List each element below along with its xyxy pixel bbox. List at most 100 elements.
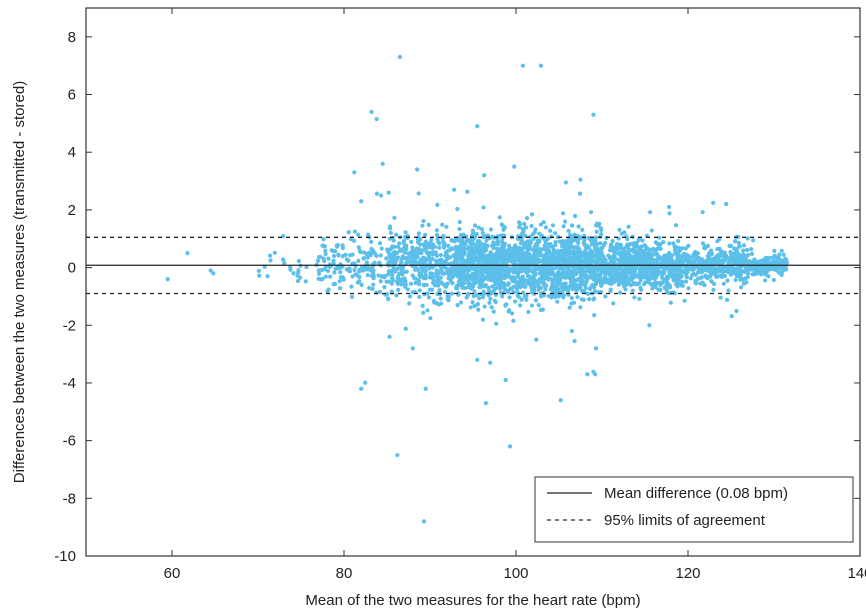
data-point	[464, 295, 469, 300]
data-point	[628, 271, 633, 276]
data-point	[378, 193, 384, 198]
data-point	[408, 250, 413, 255]
data-point	[446, 298, 451, 303]
data-point	[518, 250, 523, 255]
data-point	[474, 231, 479, 237]
data-point	[488, 296, 493, 301]
data-point	[718, 295, 723, 300]
data-point	[749, 251, 755, 256]
data-point	[586, 245, 591, 250]
data-point	[591, 112, 596, 117]
data-point	[461, 271, 466, 277]
data-point	[455, 303, 460, 308]
data-point	[521, 290, 526, 295]
data-point	[435, 282, 440, 287]
data-point	[553, 292, 558, 297]
data-point	[741, 248, 746, 253]
data-point	[622, 230, 627, 235]
data-point	[338, 270, 343, 275]
data-point	[545, 257, 550, 263]
data-point	[532, 268, 537, 274]
data-point	[386, 296, 391, 302]
data-point	[622, 261, 627, 266]
data-point	[626, 224, 631, 229]
x-axis-ticks: 60 80 100 120 140	[164, 8, 866, 582]
data-point	[699, 275, 704, 280]
data-point	[449, 246, 454, 252]
data-point	[396, 287, 401, 292]
data-point	[734, 255, 739, 260]
data-point	[529, 212, 535, 217]
data-point	[549, 295, 554, 300]
data-point	[661, 240, 666, 245]
data-point	[727, 243, 732, 248]
data-point	[570, 286, 575, 292]
y-tick-label: 0	[68, 260, 76, 277]
data-point	[589, 242, 594, 247]
legend: Mean difference (0.08 bpm) 95% limits of…	[534, 476, 854, 543]
data-point	[636, 281, 642, 286]
data-point	[415, 267, 421, 273]
data-point	[386, 250, 391, 255]
data-point	[585, 291, 591, 297]
data-point	[507, 295, 512, 300]
data-point	[670, 259, 675, 264]
data-point	[475, 357, 480, 362]
data-point	[348, 236, 353, 242]
data-point	[731, 246, 737, 251]
data-point	[561, 281, 567, 287]
data-point	[498, 246, 504, 252]
data-point	[416, 191, 421, 196]
data-point	[390, 276, 395, 281]
data-point	[374, 253, 379, 259]
data-point	[639, 266, 644, 271]
data-point	[715, 267, 720, 272]
data-point	[361, 256, 366, 261]
data-point	[434, 232, 440, 238]
data-point	[700, 259, 705, 264]
data-point	[452, 239, 457, 244]
x-tick-label: 120	[675, 565, 700, 582]
data-point	[707, 267, 712, 273]
data-point	[627, 281, 632, 286]
data-point	[390, 290, 395, 295]
data-point	[437, 288, 442, 293]
data-point	[500, 223, 506, 228]
data-point	[393, 260, 398, 265]
data-point	[369, 239, 374, 244]
data-point	[343, 252, 348, 257]
data-point	[427, 261, 433, 266]
data-point	[395, 274, 401, 279]
data-point	[296, 258, 302, 264]
data-point	[590, 258, 595, 264]
data-point	[407, 254, 413, 260]
data-point	[781, 252, 786, 257]
data-point	[268, 258, 273, 263]
data-point	[393, 256, 398, 261]
data-point	[524, 279, 529, 284]
data-point	[572, 270, 577, 275]
data-point	[763, 255, 768, 261]
data-point	[461, 232, 466, 237]
data-point	[529, 303, 535, 308]
data-point	[443, 253, 448, 258]
data-point	[397, 54, 402, 60]
data-point	[397, 241, 402, 246]
data-point	[463, 260, 468, 265]
data-point	[638, 277, 643, 282]
data-point	[408, 281, 414, 286]
data-point	[338, 286, 343, 291]
data-point	[316, 271, 322, 276]
data-point	[346, 268, 352, 274]
y-axis-label: Differences between the two measures (tr…	[11, 81, 28, 483]
data-point	[480, 230, 486, 236]
data-point	[434, 228, 439, 233]
data-point	[604, 235, 609, 241]
data-point	[338, 275, 343, 280]
data-point	[613, 270, 618, 275]
data-point	[624, 265, 629, 270]
data-point	[579, 281, 584, 286]
data-point	[500, 294, 505, 299]
x-tick-label: 100	[503, 565, 528, 582]
data-point	[185, 251, 190, 256]
